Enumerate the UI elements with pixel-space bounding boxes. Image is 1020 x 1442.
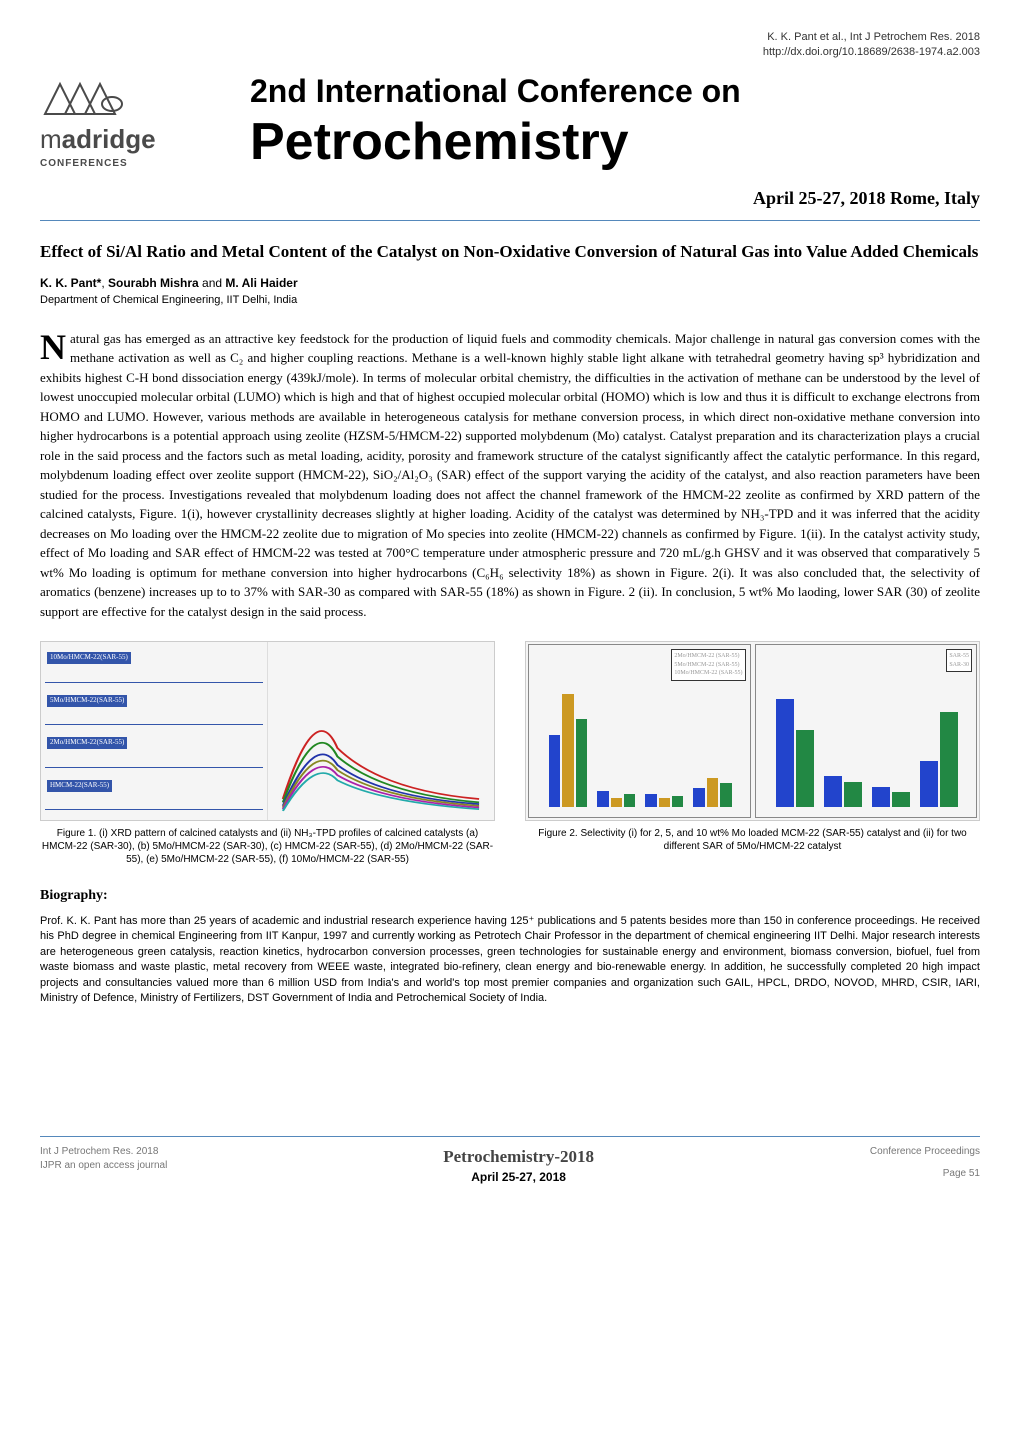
doi-link[interactable]: http://dx.doi.org/10.18689/2638-1974.a2.… bbox=[763, 46, 980, 58]
footer-conf-date: April 25-27, 2018 bbox=[443, 1169, 594, 1186]
bar bbox=[824, 776, 842, 807]
xrd-label-0: 10Mo/HMCM-22(SAR-55) bbox=[47, 652, 131, 664]
legend-item: 5Mo/HMCM-22 (SAR-55) bbox=[674, 661, 742, 669]
header-divider bbox=[40, 220, 980, 221]
logo-block: madridge CONFERENCES bbox=[40, 76, 240, 172]
bar bbox=[562, 694, 573, 807]
figure-1-caption: Figure 1. (i) XRD pattern of calcined ca… bbox=[40, 827, 495, 866]
logo-triangles-icon bbox=[40, 76, 130, 116]
figure-1-block: 10Mo/HMCM-22(SAR-55) 5Mo/HMCM-22(SAR-55)… bbox=[40, 641, 495, 866]
biography-heading: Biography: bbox=[40, 886, 980, 906]
footer-conf-title: Petrochemistry-2018 bbox=[443, 1145, 594, 1169]
bar bbox=[645, 794, 656, 807]
bar bbox=[720, 783, 731, 807]
xrd-label-3: HMCM-22(SAR-55) bbox=[47, 780, 112, 792]
figure-1-image: 10Mo/HMCM-22(SAR-55) 5Mo/HMCM-22(SAR-55)… bbox=[40, 641, 495, 821]
bar bbox=[611, 798, 622, 808]
legend-item: SAR-55 bbox=[949, 652, 969, 660]
fig2-i-legend: 2Mo/HMCM-22 (SAR-55) 5Mo/HMCM-22 (SAR-55… bbox=[671, 649, 745, 680]
fig1-panel-i: 10Mo/HMCM-22(SAR-55) 5Mo/HMCM-22(SAR-55)… bbox=[41, 642, 268, 820]
bar bbox=[776, 699, 794, 807]
footer-center: Petrochemistry-2018 April 25-27, 2018 bbox=[443, 1145, 594, 1186]
legend-item: SAR-30 bbox=[949, 661, 969, 669]
bar bbox=[597, 791, 608, 807]
footer-proceedings: Conference Proceedings bbox=[870, 1145, 980, 1159]
bar bbox=[672, 796, 683, 807]
bar bbox=[940, 712, 958, 807]
logo-brand-text: madridge bbox=[40, 121, 240, 157]
footer-journal: Int J Petrochem Res. 2018 bbox=[40, 1145, 167, 1159]
conference-name: Petrochemistry bbox=[250, 106, 980, 179]
logo-sub-text: CONFERENCES bbox=[40, 157, 240, 171]
conference-header: madridge CONFERENCES 2nd International C… bbox=[40, 69, 980, 179]
footer-divider bbox=[40, 1136, 980, 1137]
bar bbox=[549, 735, 560, 808]
header-citation: K. K. Pant et al., Int J Petrochem Res. … bbox=[40, 30, 980, 61]
fig2-panel-i: 2Mo/HMCM-22 (SAR-55) 5Mo/HMCM-22 (SAR-55… bbox=[528, 644, 751, 818]
footer: Int J Petrochem Res. 2018 IJPR an open a… bbox=[40, 1145, 980, 1186]
bar bbox=[576, 719, 587, 808]
footer-left: Int J Petrochem Res. 2018 IJPR an open a… bbox=[40, 1145, 167, 1173]
bar bbox=[892, 792, 910, 807]
figure-2-caption: Figure 2. Selectivity (i) for 2, 5, and … bbox=[525, 827, 980, 853]
footer-right: Conference Proceedings Page 51 bbox=[870, 1145, 980, 1181]
article-title: Effect of Si/Al Ratio and Metal Content … bbox=[40, 241, 980, 263]
legend-item: 2Mo/HMCM-22 (SAR-55) bbox=[674, 652, 742, 660]
figure-2-image: 2Mo/HMCM-22 (SAR-55) 5Mo/HMCM-22 (SAR-55… bbox=[525, 641, 980, 821]
bar bbox=[659, 798, 670, 808]
bar bbox=[624, 794, 635, 807]
fig1-panel-ii bbox=[268, 642, 494, 820]
conference-title-block: 2nd International Conference on Petroche… bbox=[240, 69, 980, 179]
figure-2-block: 2Mo/HMCM-22 (SAR-55) 5Mo/HMCM-22 (SAR-55… bbox=[525, 641, 980, 866]
fig2-ii-legend: SAR-55 SAR-30 bbox=[946, 649, 972, 672]
biography-text: Prof. K. K. Pant has more than 25 years … bbox=[40, 914, 980, 1006]
affiliation: Department of Chemical Engineering, IIT … bbox=[40, 293, 980, 308]
abstract-text: Natural gas has emerged as an attractive… bbox=[40, 329, 980, 622]
xrd-label-1: 5Mo/HMCM-22(SAR-55) bbox=[47, 695, 127, 707]
bar bbox=[693, 788, 704, 807]
citation-text: K. K. Pant et al., Int J Petrochem Res. … bbox=[767, 31, 980, 43]
footer-access: IJPR an open access journal bbox=[40, 1159, 167, 1173]
bar bbox=[844, 782, 862, 808]
legend-item: 10Mo/HMCM-22 (SAR-55) bbox=[674, 669, 742, 677]
page-number: Page 51 bbox=[870, 1167, 980, 1181]
bar bbox=[920, 761, 938, 807]
fig2-panel-ii: SAR-55 SAR-30 bbox=[755, 644, 978, 818]
bar bbox=[707, 778, 718, 807]
figures-row: 10Mo/HMCM-22(SAR-55) 5Mo/HMCM-22(SAR-55)… bbox=[40, 641, 980, 866]
bar bbox=[872, 787, 890, 808]
authors: K. K. Pant*, Sourabh Mishra and M. Ali H… bbox=[40, 275, 980, 292]
conference-date-location: April 25-27, 2018 Rome, Italy bbox=[40, 186, 980, 211]
xrd-label-2: 2Mo/HMCM-22(SAR-55) bbox=[47, 737, 127, 749]
bar bbox=[796, 730, 814, 807]
